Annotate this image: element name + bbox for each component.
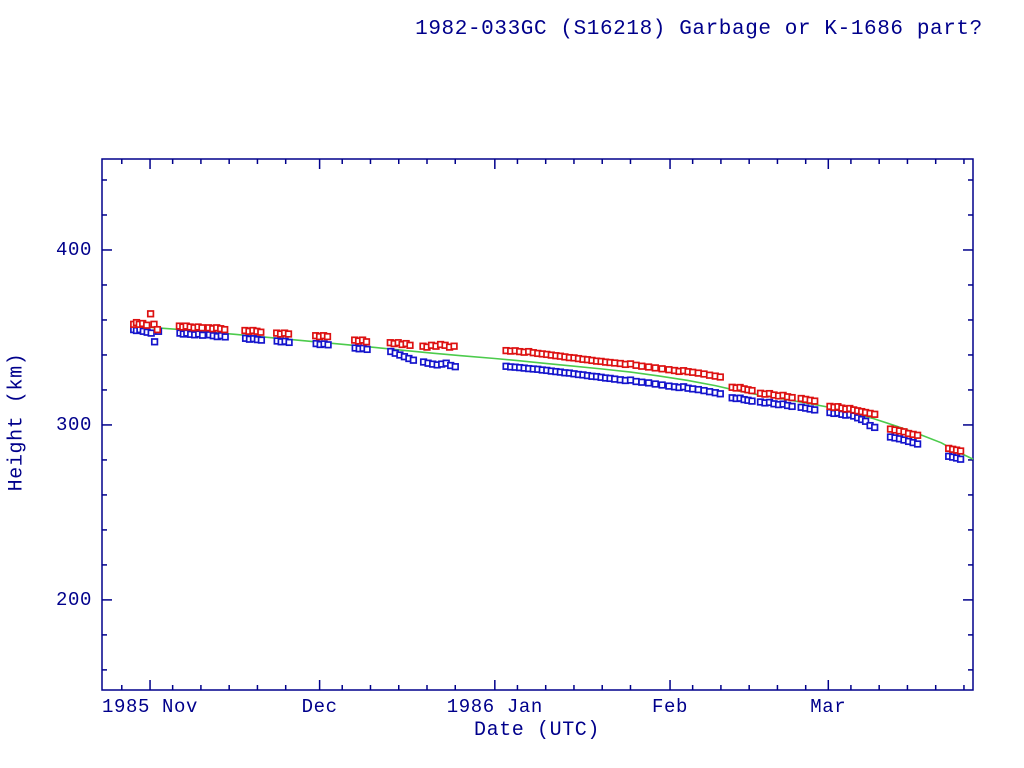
x-tick-label-jan: 1986 Jan (446, 696, 543, 718)
y-tick-label-400: 400 (55, 238, 92, 261)
y-axis-label: Height (km) (5, 352, 29, 492)
x-axis-label: Date (UTC) (473, 719, 601, 742)
x-tick-label-mar: Mar (810, 696, 847, 718)
x-tick-label-dec: Dec (301, 696, 338, 718)
y-tick-label-200: 200 (55, 588, 92, 611)
x-tick-label-feb: Feb (652, 696, 689, 718)
y-tick-label-300: 300 (55, 413, 92, 436)
chart-title: 1982-033GC (S16218) Garbage or K-1686 pa… (415, 18, 983, 41)
x-tick-label-nov: 1985 Nov (102, 696, 199, 718)
